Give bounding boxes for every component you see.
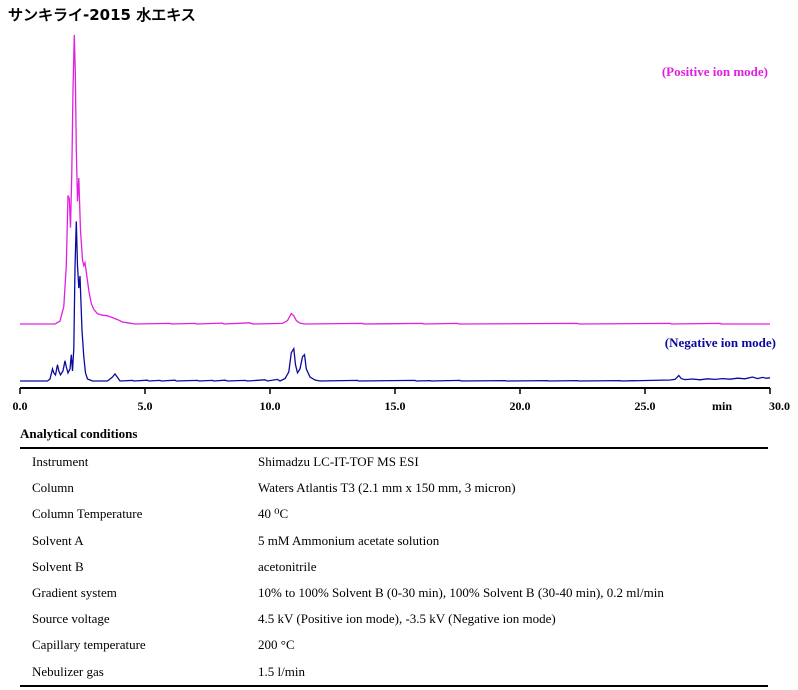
conditions-row: Instrument Shimadzu LC-IT-TOF MS ESI xyxy=(20,448,768,475)
condition-value: 200 °C xyxy=(258,637,295,653)
condition-label: Solvent A xyxy=(32,532,84,548)
condition-value: 40 ⁰C xyxy=(258,506,289,522)
x-tick-label: 15.0 xyxy=(385,399,406,413)
x-tick-label: 0.0 xyxy=(13,399,28,413)
conditions-row: Column Waters Atlantis T3 (2.1 mm x 150 m… xyxy=(20,475,768,501)
chart-title: サンキライ-2015 水エキス xyxy=(8,6,196,24)
conditions-table: Instrument Shimadzu LC-IT-TOF MS ESI Colum… xyxy=(20,447,768,687)
condition-value: 1.5 l/min xyxy=(258,663,305,679)
positive-mode-label: (Positive ion mode) xyxy=(662,64,768,79)
negative-mode-label: (Negative ion mode) xyxy=(665,335,776,350)
x-tick-label: 25.0 xyxy=(635,399,656,413)
condition-label: Capillary temperature xyxy=(32,637,146,653)
condition-value: 10% to 100% Solvent B (0-30 min), 100% S… xyxy=(258,585,664,601)
conditions-row: Column Temperature 40 ⁰C xyxy=(20,501,768,527)
condition-label: Gradient system xyxy=(32,585,117,601)
condition-label: Column Temperature xyxy=(32,506,143,522)
conditions-row: Source voltage 4.5 kV (Positive ion mode)… xyxy=(20,606,768,632)
condition-label: Solvent B xyxy=(32,558,84,574)
condition-label: Column xyxy=(32,480,74,496)
x-tick-label: 5.0 xyxy=(138,399,153,413)
condition-value: Shimadzu LC-IT-TOF MS ESI xyxy=(258,454,419,470)
x-tick-label: 20.0 xyxy=(510,399,531,413)
conditions-title: Analytical conditions xyxy=(20,426,138,441)
chromatogram-chart: (Positive ion mode) (Negative ion mode) … xyxy=(13,34,790,413)
x-tick-label: 10.0 xyxy=(260,399,281,413)
conditions-row: Nebulizer gas 1.5 l/min xyxy=(20,659,768,686)
conditions-row: Gradient system 10% to 100% Solvent B (0-… xyxy=(20,580,768,606)
x-tick-label: 30.0 xyxy=(769,399,790,413)
conditions-row: Solvent A 5 mM Ammonium acetate solution xyxy=(20,528,768,554)
condition-value: Waters Atlantis T3 (2.1 mm x 150 mm, 3 m… xyxy=(258,480,516,496)
condition-label: Nebulizer gas xyxy=(32,663,104,679)
condition-label: Source voltage xyxy=(32,611,110,627)
condition-label: Instrument xyxy=(32,454,89,470)
conditions-row: Capillary temperature 200 °C xyxy=(20,632,768,658)
negative-ion-trace xyxy=(20,221,771,382)
conditions-row: Solvent B acetonitrile xyxy=(20,554,768,580)
condition-value: acetonitrile xyxy=(258,558,317,574)
positive-ion-trace xyxy=(20,34,770,325)
x-axis-unit-label: min xyxy=(712,399,732,413)
condition-value: 4.5 kV (Positive ion mode), -3.5 kV (Neg… xyxy=(258,611,556,627)
condition-value: 5 mM Ammonium acetate solution xyxy=(258,532,440,548)
